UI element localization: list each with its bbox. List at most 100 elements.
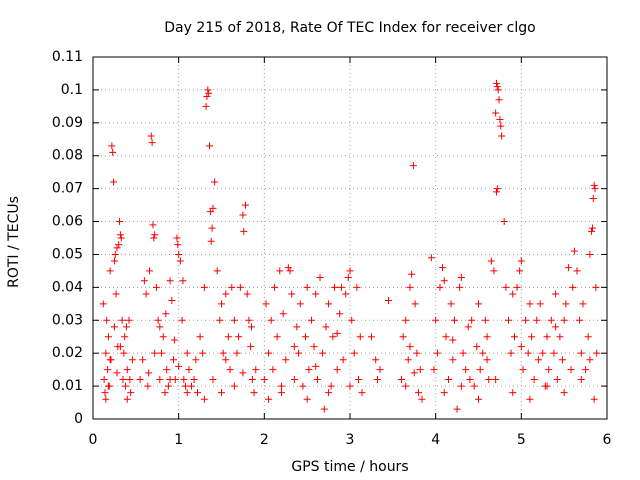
data-point (325, 389, 333, 397)
data-point (517, 257, 525, 265)
data-point (536, 300, 544, 308)
data-point (158, 349, 166, 357)
data-point (466, 376, 474, 384)
y-tick-label: 0.05 (52, 246, 83, 262)
data-point (190, 376, 198, 384)
data-point (517, 343, 525, 351)
data-point (100, 376, 108, 384)
data-point (582, 366, 590, 374)
x-tick-labels: 0 1 2 3 4 5 6 (89, 432, 612, 448)
data-point (533, 316, 541, 324)
data-point (166, 376, 174, 384)
data-point (235, 333, 243, 341)
data-point (121, 333, 129, 341)
data-point (104, 333, 112, 341)
data-point (239, 211, 247, 219)
x-tick-label: 3 (346, 432, 355, 448)
y-tick-label: 0.08 (52, 148, 83, 164)
data-point (204, 86, 212, 94)
plot-area-frame (92, 56, 608, 420)
data-point (373, 376, 381, 384)
data-point (111, 250, 119, 258)
data-point (498, 132, 506, 140)
data-point (475, 300, 482, 308)
data-point (206, 142, 214, 150)
data-point (110, 323, 118, 331)
data-point (104, 382, 112, 390)
data-point (151, 231, 159, 239)
data-point (273, 333, 281, 341)
x-axis-label: GPS time / hours (291, 459, 408, 475)
data-point (530, 376, 538, 384)
data-point (222, 290, 230, 298)
data-point (577, 376, 585, 384)
data-point (337, 283, 345, 291)
data-point (170, 356, 178, 364)
data-point (209, 204, 217, 212)
data-point (440, 277, 448, 285)
y-tick-label: 0.09 (52, 115, 83, 131)
data-point (502, 283, 510, 291)
data-point (485, 376, 493, 384)
data-point (301, 333, 309, 341)
data-point (267, 316, 275, 324)
data-point (233, 349, 241, 357)
data-point (310, 343, 318, 351)
data-point (142, 290, 150, 298)
data-point (136, 376, 144, 384)
grid (93, 57, 607, 419)
data-point (112, 290, 120, 298)
data-point (492, 79, 500, 87)
data-point (526, 300, 534, 308)
data-point (509, 389, 517, 397)
data-point (476, 366, 484, 374)
data-point (209, 376, 217, 384)
data-point (166, 277, 174, 285)
data-point (122, 382, 130, 390)
data-point (367, 333, 375, 341)
data-point (333, 329, 341, 337)
data-point (247, 323, 255, 331)
data-point (397, 376, 405, 384)
data-point (588, 224, 596, 232)
data-point (102, 395, 110, 403)
data-point (584, 333, 592, 341)
data-point (188, 382, 196, 390)
data-point (500, 218, 508, 226)
chart-title: Day 215 of 2018, Rate Of TEC Index for r… (164, 20, 535, 36)
data-point (507, 349, 515, 357)
data-point (290, 376, 298, 384)
data-point (560, 389, 568, 397)
data-point (516, 267, 524, 275)
data-point (522, 316, 530, 324)
data-point (329, 333, 337, 341)
data-point (312, 362, 320, 370)
data-point (342, 290, 350, 298)
data-point (146, 267, 154, 275)
data-point (456, 283, 464, 291)
data-points (99, 79, 601, 413)
data-point (239, 369, 247, 377)
data-point (279, 310, 287, 318)
data-point (567, 366, 575, 374)
data-point (106, 267, 114, 275)
data-point (139, 356, 147, 364)
data-point (492, 188, 500, 196)
data-point (179, 277, 187, 285)
data-point (147, 132, 155, 140)
data-point (586, 356, 594, 364)
data-point (451, 316, 459, 324)
data-point (151, 349, 159, 357)
data-point (116, 231, 124, 239)
data-point (276, 267, 284, 275)
data-point (183, 349, 191, 357)
data-point (442, 333, 450, 341)
data-point (331, 283, 339, 291)
data-point (222, 356, 230, 364)
data-point (410, 369, 418, 377)
data-point (170, 336, 178, 344)
data-point (468, 316, 476, 324)
data-point (110, 257, 118, 265)
data-point (152, 283, 160, 291)
